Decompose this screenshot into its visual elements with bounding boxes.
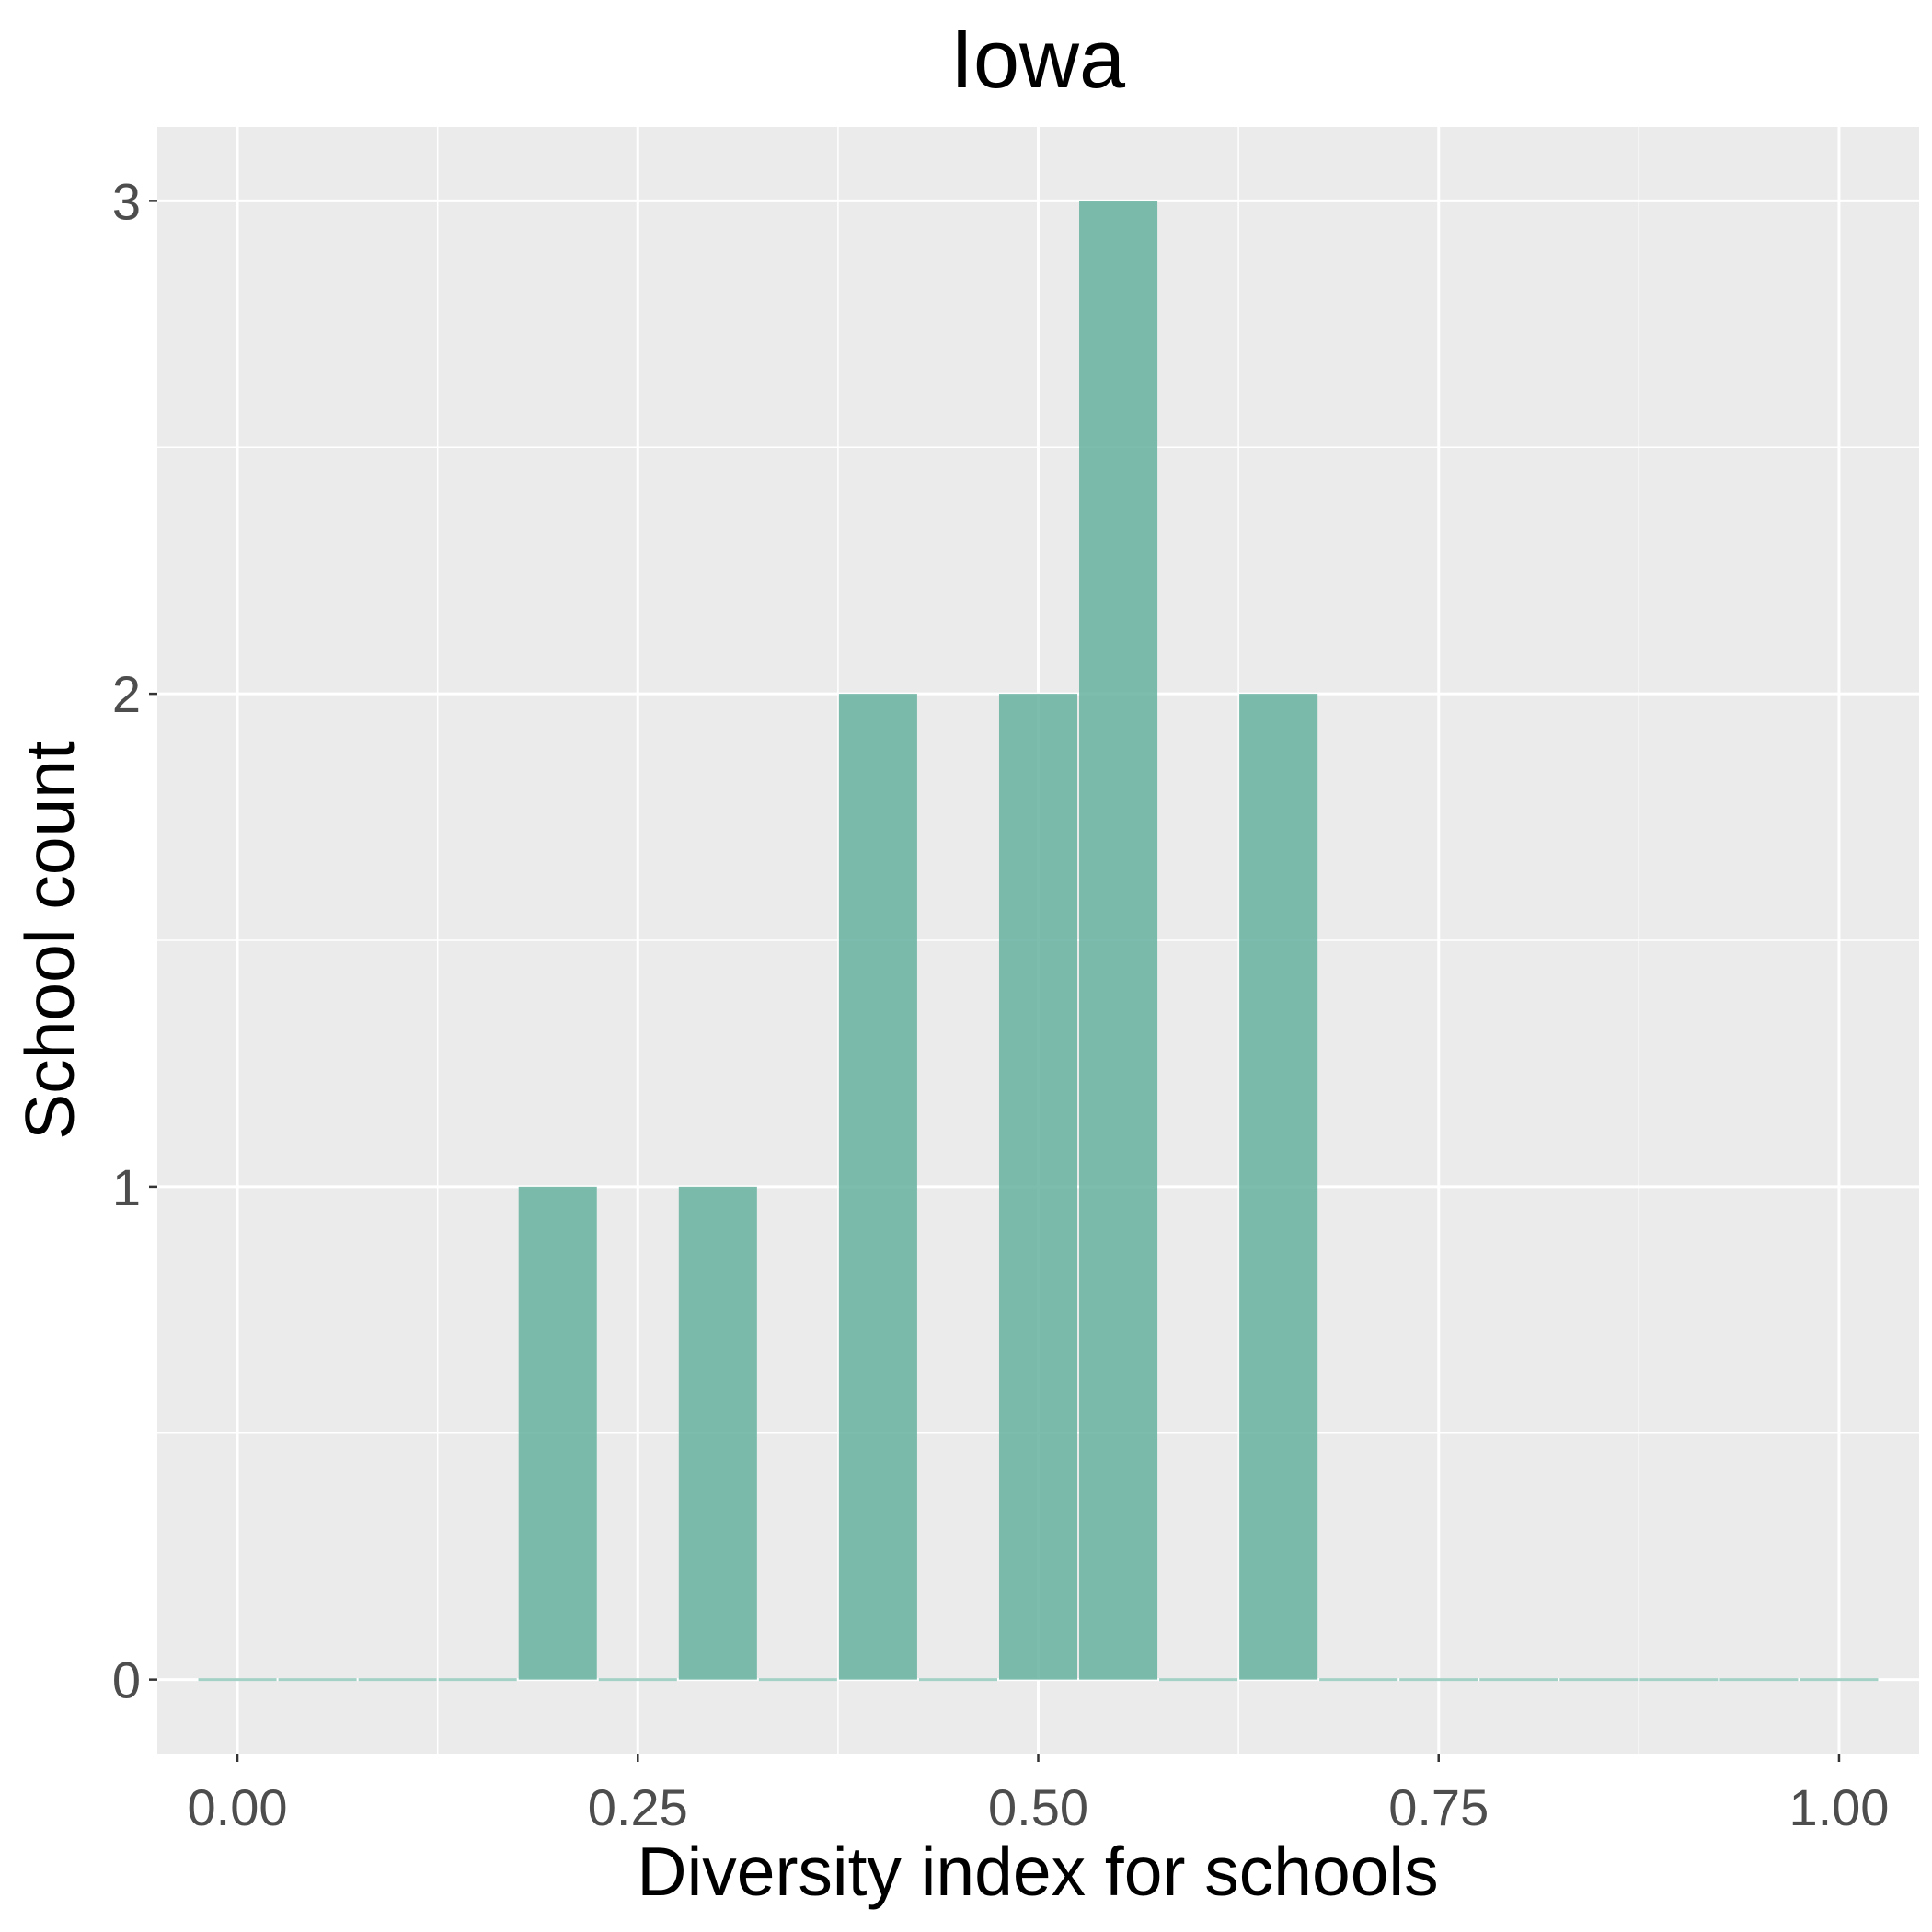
- histogram-bar: [358, 1678, 437, 1682]
- y-tick-label: 2: [112, 665, 141, 723]
- histogram-bar: [438, 1678, 517, 1682]
- x-tick-label: 1.00: [1788, 1778, 1889, 1836]
- y-axis-title: School count: [11, 741, 88, 1140]
- y-tick-label: 1: [112, 1158, 141, 1216]
- histogram-bar: [758, 1678, 837, 1682]
- y-tick-label: 3: [112, 172, 141, 230]
- histogram-bar: [918, 1678, 997, 1682]
- histogram-bar: [1719, 1678, 1799, 1682]
- histogram-bar: [1319, 1678, 1398, 1682]
- histogram-bar: [838, 694, 917, 1680]
- histogram-bar: [678, 1186, 757, 1680]
- x-tick-label: 0.50: [988, 1778, 1088, 1836]
- x-tick-label: 0.25: [588, 1778, 688, 1836]
- histogram-bar: [518, 1186, 597, 1680]
- histogram-bar: [1559, 1678, 1639, 1682]
- histogram-bars: [198, 201, 1879, 1682]
- histogram-bar: [278, 1678, 357, 1682]
- histogram-bar: [1639, 1678, 1719, 1682]
- x-tick-label: 0.75: [1388, 1778, 1489, 1836]
- histogram-bar: [998, 694, 1078, 1680]
- histogram-bar: [1479, 1678, 1558, 1682]
- histogram-bar: [1399, 1678, 1478, 1682]
- histogram-bar: [598, 1678, 677, 1682]
- chart-title: Iowa: [950, 14, 1126, 106]
- histogram-bar: [198, 1678, 277, 1682]
- histogram-bar: [1079, 201, 1158, 1680]
- x-tick-label: 0.00: [188, 1778, 288, 1836]
- axes: 0 1 2 3 0.00 0.25 0.50 0.75 1.00: [112, 172, 1890, 1836]
- x-axis-title: Diversity index for schools: [637, 1833, 1438, 1910]
- histogram-bar: [1159, 1678, 1238, 1682]
- histogram-bar: [1800, 1678, 1879, 1682]
- y-tick-label: 0: [112, 1651, 141, 1709]
- histogram-bar: [1239, 694, 1318, 1680]
